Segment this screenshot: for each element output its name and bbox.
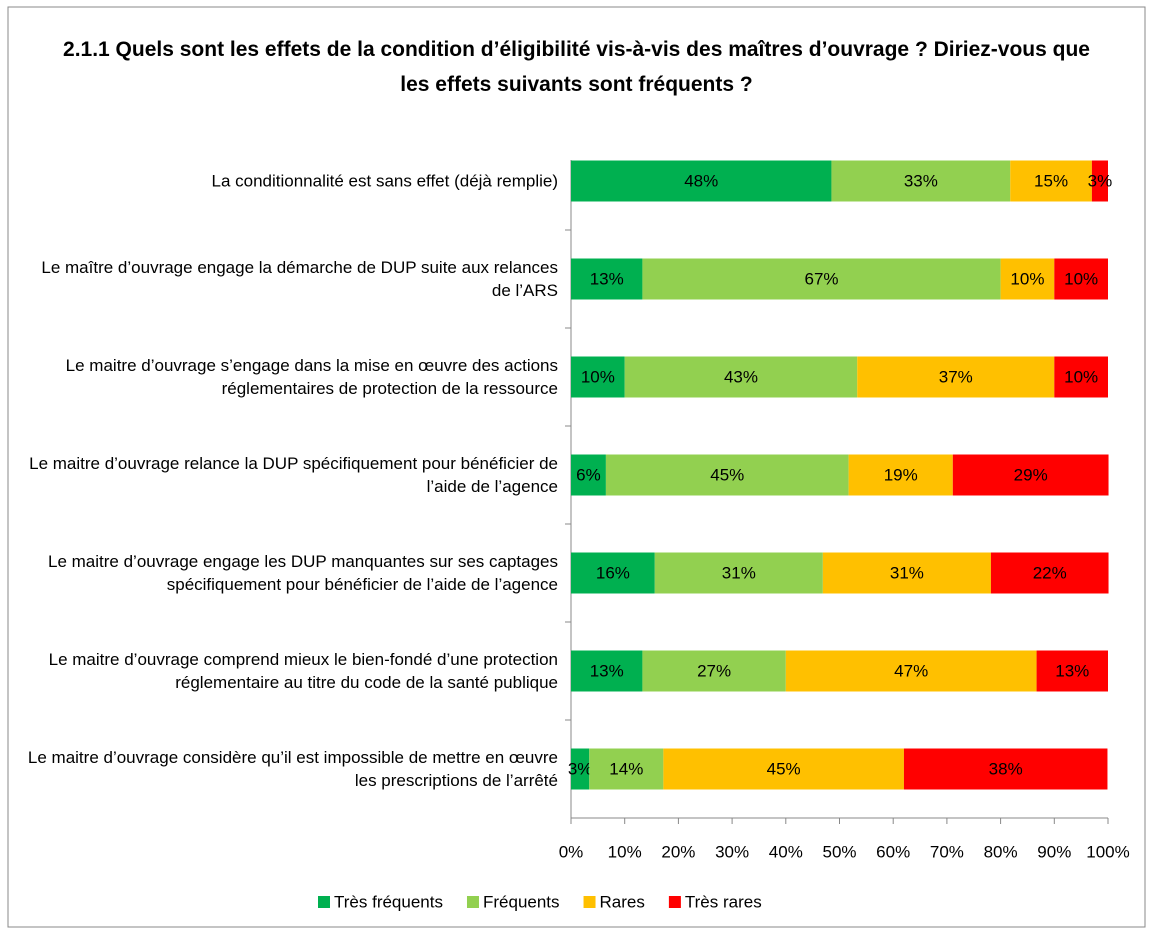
data-label: 38% [989, 759, 1023, 778]
data-label: 67% [804, 269, 838, 288]
x-tick-label: 70% [930, 842, 964, 861]
x-tick-label: 20% [661, 842, 695, 861]
x-tick-label: 10% [608, 842, 642, 861]
data-label: 19% [884, 465, 918, 484]
category-label: Le maitre d’ouvrage s’engage dans la mis… [65, 356, 558, 398]
legend-swatch [318, 896, 330, 908]
chart-title: 2.1.1 Quels sont les effets de la condit… [63, 38, 1090, 96]
bar-segment [624, 356, 858, 398]
data-label: 27% [697, 661, 731, 680]
bar-segment [605, 454, 849, 496]
data-label: 48% [684, 171, 718, 190]
category-label: Le maitre d’ouvrage comprend mieux le bi… [48, 650, 558, 692]
bar-segment [1036, 650, 1108, 692]
data-label: 29% [1014, 465, 1048, 484]
data-label: 45% [767, 759, 801, 778]
data-label: 10% [581, 367, 615, 386]
bar-segment [990, 552, 1109, 594]
bar-segment [1000, 258, 1055, 300]
data-label: 43% [724, 367, 758, 386]
data-label: 31% [722, 563, 756, 582]
data-label: 13% [590, 661, 624, 680]
bar-segment [571, 454, 606, 496]
bar-segment [848, 454, 953, 496]
bar-segment [1054, 258, 1108, 300]
legend-swatch [466, 896, 479, 908]
bar-segment [1054, 356, 1108, 398]
bar-segment [571, 748, 590, 790]
data-label: 16% [596, 563, 630, 582]
data-label: 3% [568, 759, 593, 778]
bar-segment [822, 552, 991, 594]
legend-label: Rares [600, 892, 645, 911]
bar-segment [571, 258, 643, 300]
bar-segment [831, 160, 1011, 202]
legend-label: Fréquents [483, 892, 560, 911]
category-label: La conditionnalité est sans effet (déjà … [211, 171, 559, 191]
bar-segment [571, 650, 643, 692]
data-label: 31% [890, 563, 924, 582]
legend-swatch [668, 896, 681, 908]
bar-segment [589, 748, 664, 790]
category-label: Le maître d’ouvrage engage la démarche d… [41, 258, 558, 300]
category-label: Le maitre d’ouvrage relance la DUP spéci… [29, 454, 558, 496]
bar-segment [663, 748, 904, 790]
bar-segment [571, 160, 832, 202]
x-tick-label: 0% [559, 842, 584, 861]
bar-segment [1010, 160, 1092, 202]
data-label: 10% [1064, 367, 1098, 386]
bar-segment [642, 258, 1001, 300]
x-tick-label: 40% [769, 842, 803, 861]
bar-segment [1091, 160, 1108, 202]
data-label: 13% [1055, 661, 1089, 680]
data-label: 10% [1064, 269, 1098, 288]
x-tick-label: 30% [715, 842, 749, 861]
data-label: 3% [1088, 171, 1113, 190]
data-label: 37% [939, 367, 973, 386]
data-label: 15% [1034, 171, 1068, 190]
data-label: 6% [576, 465, 601, 484]
x-tick-label: 50% [822, 842, 856, 861]
data-label: 45% [710, 465, 744, 484]
data-label: 14% [609, 759, 643, 778]
legend-label: Très fréquents [334, 892, 443, 911]
data-label: 33% [904, 171, 938, 190]
data-label: 13% [590, 269, 624, 288]
bar-segment [952, 454, 1109, 496]
category-label: Le maitre d’ouvrage engage les DUP manqu… [48, 552, 558, 594]
data-label: 47% [894, 661, 928, 680]
data-label: 22% [1033, 563, 1067, 582]
x-tick-label: 80% [984, 842, 1018, 861]
bar-segment [654, 552, 823, 594]
x-tick-label: 60% [876, 842, 910, 861]
category-label: Le maitre d’ouvrage considère qu’il est … [27, 748, 558, 790]
bar-segment [785, 650, 1037, 692]
legend-label: Très rares [685, 892, 762, 911]
x-tick-label: 90% [1037, 842, 1071, 861]
bar-segment [903, 748, 1108, 790]
data-label: 10% [1010, 269, 1044, 288]
bar-segment [571, 356, 625, 398]
bar-segment [857, 356, 1055, 398]
bar-segment [571, 552, 655, 594]
legend-swatch [583, 896, 596, 908]
bar-segment [642, 650, 786, 692]
x-tick-label: 100% [1086, 842, 1129, 861]
